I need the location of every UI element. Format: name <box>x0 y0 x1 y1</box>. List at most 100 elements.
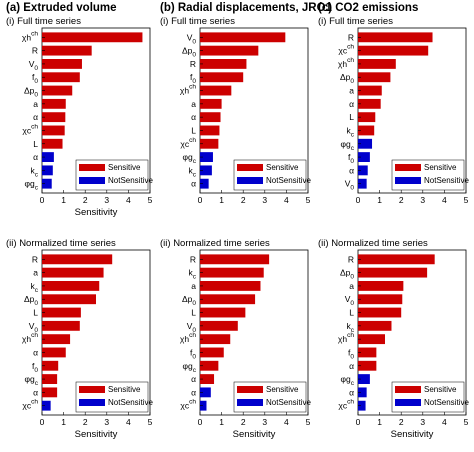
bar <box>358 72 391 83</box>
bar <box>200 138 219 149</box>
legend-label-not-sensitive: NotSensitive <box>424 398 469 407</box>
bar <box>358 138 373 149</box>
plot-frame <box>41 27 151 194</box>
column-title-c: (c) CO2 emissions <box>318 2 418 14</box>
bar-label: a <box>33 268 38 278</box>
bar <box>358 347 377 358</box>
x-axis-title: Sensitivity <box>233 429 276 440</box>
legend-label-not-sensitive: NotSensitive <box>424 176 469 185</box>
plot-frame <box>357 27 467 194</box>
bar-label: α <box>33 387 38 397</box>
bar-label: f0 <box>348 347 354 360</box>
bar <box>42 72 80 83</box>
legend-swatch-not-sensitive <box>395 399 421 406</box>
bar <box>42 178 52 189</box>
x-tick-label: 3 <box>262 417 267 427</box>
bar <box>200 165 212 176</box>
legend-swatch-sensitive <box>237 164 263 171</box>
bar <box>42 85 73 96</box>
bar <box>200 320 238 331</box>
bar-label: kc <box>31 281 39 294</box>
bar-label: kc <box>347 125 355 138</box>
bar <box>200 307 246 318</box>
x-tick-label: 5 <box>306 195 311 205</box>
bar-label: χcch <box>22 123 38 135</box>
legend-swatch-not-sensitive <box>79 399 105 406</box>
bar-label: χcch <box>338 399 354 411</box>
bar <box>42 320 80 331</box>
bar-label: V0 <box>29 321 39 334</box>
bar <box>42 254 113 265</box>
legend-swatch-not-sensitive <box>395 177 421 184</box>
bar-label: φgc <box>183 361 197 374</box>
bar <box>358 152 370 162</box>
plot-frame <box>41 249 151 416</box>
bar <box>200 45 259 56</box>
bar-label: χhch <box>22 332 38 344</box>
bar-label: χhch <box>22 30 38 42</box>
bar <box>358 400 366 411</box>
bar <box>200 32 286 43</box>
bar <box>358 307 402 318</box>
legend-swatch-not-sensitive <box>237 177 263 184</box>
bar <box>358 85 382 96</box>
x-tick-label: 0 <box>40 195 45 205</box>
bar <box>42 112 66 123</box>
bar-label: φgc <box>25 374 39 387</box>
bar <box>200 360 219 371</box>
bar-label: a <box>349 86 354 96</box>
bar-label: φgc <box>341 374 355 387</box>
bar-label: χcch <box>338 44 354 56</box>
x-tick-label: 2 <box>83 417 88 427</box>
bar <box>200 85 232 96</box>
bar <box>42 334 71 345</box>
bar-label: α <box>191 387 196 397</box>
bar-label: a <box>191 99 196 109</box>
bar <box>42 307 81 318</box>
bar <box>200 347 224 358</box>
bar <box>200 125 220 136</box>
x-tick-label: 4 <box>442 195 447 205</box>
bar-label: R <box>348 32 354 42</box>
legend-swatch-not-sensitive <box>237 399 263 406</box>
bar-label: χhch <box>180 332 196 344</box>
bar <box>358 267 428 278</box>
bar <box>200 59 247 69</box>
legend-swatch-not-sensitive <box>79 177 105 184</box>
x-tick-label: 2 <box>241 417 246 427</box>
x-axis-title: Sensitivity <box>75 207 118 218</box>
bar <box>42 360 59 371</box>
bar <box>358 320 392 331</box>
bar-label: kc <box>347 321 355 334</box>
legend-label-sensitive: Sensitive <box>266 385 299 394</box>
bar-label: R <box>32 254 38 264</box>
bar-label: L <box>33 308 38 318</box>
plot-frame <box>199 249 309 416</box>
panel-subtitle: (ii) Normalized time series <box>160 238 270 249</box>
bar-label: Δp0 <box>24 294 38 307</box>
bar <box>42 59 82 69</box>
bar <box>200 374 215 384</box>
bar <box>42 152 54 162</box>
x-tick-label: 2 <box>83 195 88 205</box>
x-tick-label: 1 <box>219 195 224 205</box>
bar-label: α <box>33 152 38 162</box>
bar <box>358 334 385 345</box>
x-tick-label: 3 <box>104 195 109 205</box>
bar-label: α <box>349 165 354 175</box>
bar-label: χhch <box>338 57 354 69</box>
bar-label: α <box>191 179 196 189</box>
x-tick-label: 3 <box>104 417 109 427</box>
legend-label-sensitive: Sensitive <box>266 163 299 172</box>
bar <box>358 125 375 136</box>
bar <box>42 400 51 411</box>
x-tick-label: 3 <box>262 195 267 205</box>
bar-label: χhch <box>338 332 354 344</box>
bar-label: kc <box>31 165 39 178</box>
bar-label: α <box>191 112 196 122</box>
bar-label: L <box>191 308 196 318</box>
bar-label: V0 <box>345 179 355 192</box>
chart-panel: (i) Full time seriesχhchRV0f0Δp0aαχcchLα… <box>6 16 153 218</box>
panel-subtitle: (ii) Normalized time series <box>6 238 116 249</box>
